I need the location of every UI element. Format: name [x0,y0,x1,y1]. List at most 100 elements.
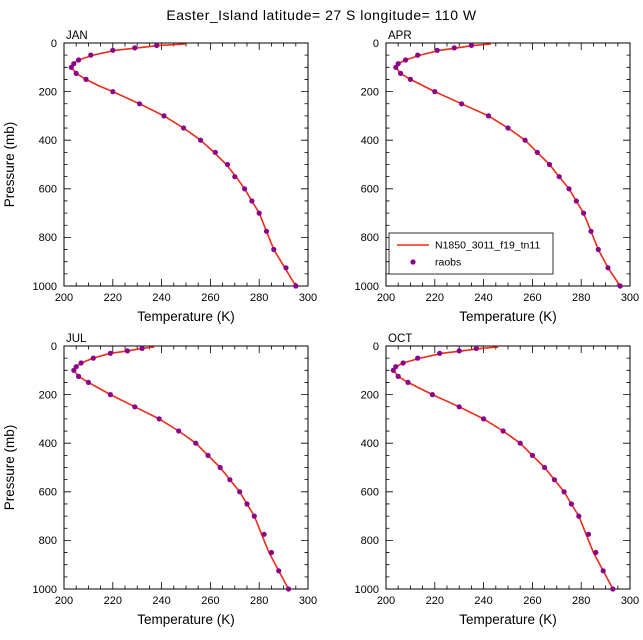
y-tick-label: 0 [373,341,379,353]
month-label: JUL [66,333,87,345]
model-line [392,346,614,590]
raobs-dot [405,379,411,385]
y-tick-label: 200 [39,389,57,401]
raobs-dot [595,246,601,253]
tick-marks [385,345,631,590]
y-tick-label: 0 [373,38,379,50]
x-tick-label: 240 [152,595,170,607]
y-tick-label: 200 [39,86,57,98]
raobs-dot [251,513,257,519]
x-tick-label: 300 [621,292,639,304]
x-tick-label: 280 [572,595,590,607]
y-tick-label: 800 [361,535,379,547]
raobs-dot [88,52,94,58]
y-axis-title: Pressure (mb) [2,425,17,511]
y-tick-label: 400 [39,135,57,147]
y-tick-label: 800 [361,232,379,244]
raobs-dot [456,404,462,410]
raobs-dot [76,373,82,379]
raobs-dot [437,350,443,356]
raobs-dot [176,428,182,434]
raobs-dot [137,101,143,107]
raobs-dot [132,45,138,51]
raobs-dot [605,265,611,271]
raobs-dot [212,149,218,155]
raobs-dot [90,355,96,361]
plot-jan: 200 220 240 260 280 300 0 200 400 600 800 1000 Tempe… [2,30,317,324]
raobs-dot [256,210,262,216]
x-tick-label: 280 [572,292,590,304]
raobs-dot [224,161,231,168]
y-tick-label: 600 [361,184,379,196]
raobs-dot [551,477,557,483]
x-tick-label: 200 [377,595,395,607]
x-tick-label: 260 [523,292,541,304]
raobs-dot [107,350,113,356]
y-tick-label: 0 [51,341,57,353]
raobs-dot [473,345,479,351]
raobs-dot [593,549,599,556]
y-tick-label: 200 [361,86,379,98]
raobs-dot [517,440,523,446]
raobs-dot [576,513,582,519]
raobs-dot [181,125,187,131]
raobs-dot [78,360,84,366]
legend-model-label: N1850_3011_f19_tn11 [435,240,540,252]
raobs-dot [139,345,145,351]
raobs-dot [107,392,113,398]
panel-apr: 200 220 240 260 280 300 0 200 400 600 800 1000 Tempe… [322,28,643,331]
raobs-dot [293,283,299,289]
y-tick-label: 200 [361,389,379,401]
panel-jan: 200 220 240 260 280 300 0 200 400 600 800 1000 Tempe… [0,28,322,331]
raobs-dot [161,113,167,119]
model-line [73,346,290,590]
raobs-dot [402,57,409,63]
raobs-dot [76,57,82,63]
model-line [70,43,297,287]
raobs-dot [285,586,292,592]
raobs-dot [263,228,270,234]
raobs-dot [283,265,289,271]
raobs-dot [546,161,553,168]
raobs-dot [395,373,401,379]
raobs-dot [242,186,248,192]
y-tick-label: 1000 [355,584,379,596]
y-tick-label: 400 [361,135,379,147]
y-axis-title: Pressure (mb) [2,122,17,208]
raobs-dot [505,125,511,131]
y-tick-label: 600 [39,184,57,196]
raobs-dot [110,89,116,95]
month-label: JAN [66,30,88,42]
raobs-dot [261,531,267,537]
raobs-dot [271,246,277,253]
x-tick-label: 220 [104,595,122,607]
legend-marker-sample [410,259,416,265]
raobs-dot [600,568,606,574]
tick-marks [63,42,309,287]
raobs-dot [400,360,406,366]
raobs-dot [132,404,138,410]
raobs-dot [407,76,413,82]
raobs-dot [617,283,623,289]
x-axis-title: Temperature (K) [137,309,235,324]
raobs-dot [561,489,567,495]
x-tick-label: 220 [426,292,444,304]
x-tick-label: 200 [55,595,73,607]
raobs-dot [276,568,282,574]
raobs-dot [198,137,204,143]
month-label: OCT [388,333,412,345]
raobs-dot [154,42,160,48]
raobs-dot [568,501,574,507]
raobs-dot [205,452,211,458]
x-tick-label: 300 [299,595,317,607]
x-tick-label: 300 [299,292,317,304]
panel-jul: 200 220 240 260 280 300 0 200 400 600 800 1000 Tempe… [0,331,322,634]
x-tick-label: 300 [621,595,639,607]
raobs-dot [237,489,243,495]
x-tick-label: 220 [426,595,444,607]
raobs-dot [73,70,79,76]
raobs-dot [432,89,438,95]
raobs-dot [227,477,233,483]
raobs-dot [434,47,440,53]
month-label: APR [388,30,412,42]
